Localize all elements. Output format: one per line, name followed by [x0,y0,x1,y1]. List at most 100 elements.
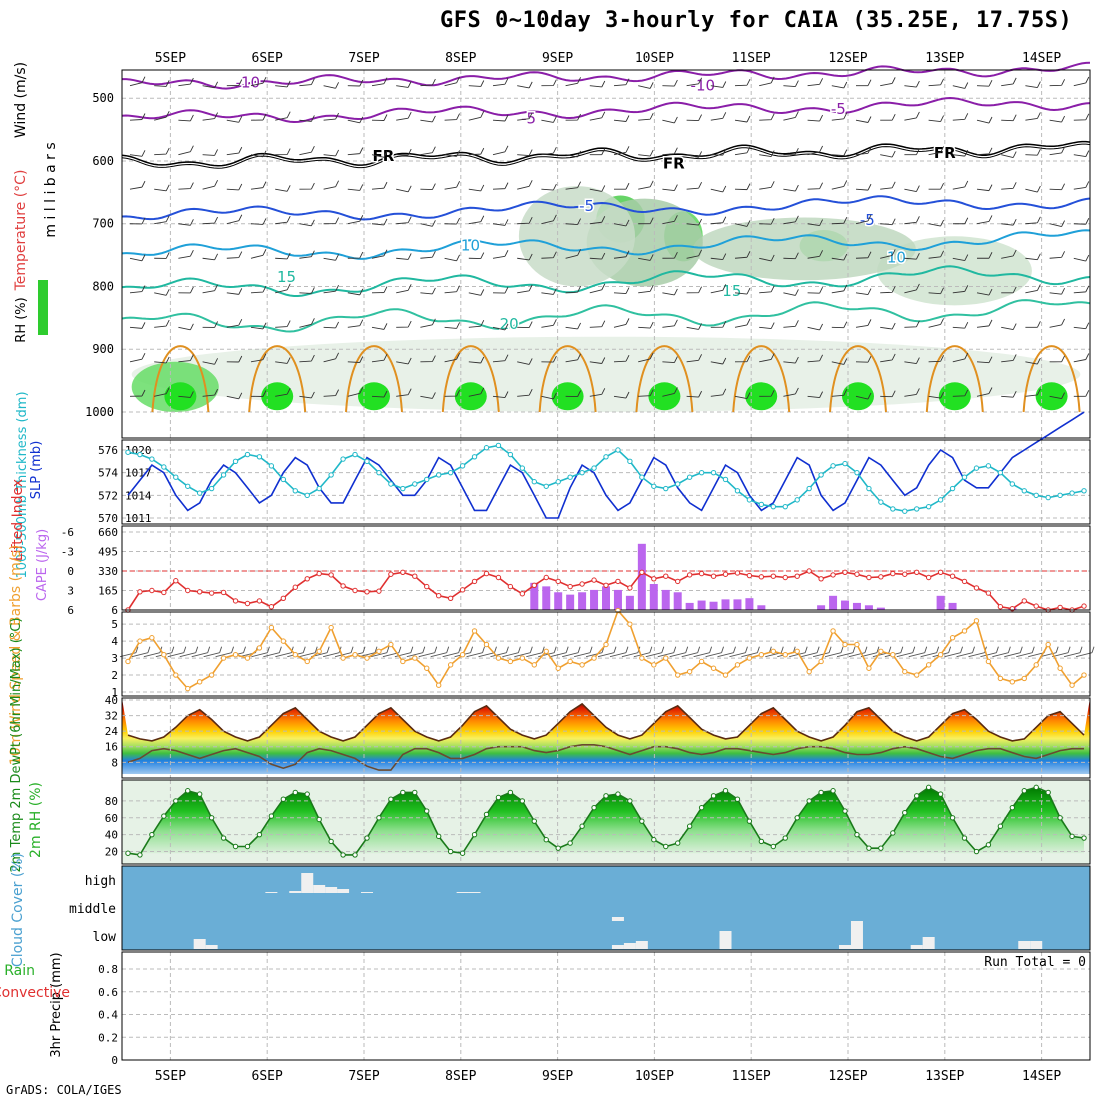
wind-barb [880,181,896,190]
rh-line-point [256,831,263,838]
cape-bar [864,605,873,610]
thickness-line-point [232,458,239,465]
legend-rh: RH (%) [14,297,29,342]
rh-line-point [914,793,920,799]
thickness-line-point [543,483,549,489]
rh-line-point [866,845,872,851]
wind-speed-line-point [364,655,370,661]
wind-barb [299,318,315,328]
rh-frame [121,779,1091,865]
wind-speed-line-point [902,668,908,675]
lifted-index-line-point [698,570,705,577]
wind-barb [371,249,388,259]
y-axis-label: SLP (mb) [29,441,44,500]
wind-barb [759,76,775,87]
wind-barb [517,112,533,121]
wind-barb [565,181,582,190]
lifted-index-line-point [1057,604,1063,611]
lifted-index-line-point [232,598,239,604]
thickness-line-point [806,485,812,492]
rh-line-point [232,843,239,850]
wind-barb [565,218,582,225]
contour-label: -10 [236,74,261,92]
wind-speed-line-point [722,672,729,678]
rh-line-point [722,788,729,794]
wind-barb [1001,286,1017,294]
thickness-line-point [208,485,215,492]
thickness-line-point [651,483,657,489]
wind-barb [541,355,557,363]
cape-bar [578,592,587,610]
y-axis-label: m i l l i b a r s [43,142,59,237]
wind-speed-line-point [949,635,956,641]
cape-bar [757,605,766,610]
wind-barb [347,387,364,397]
y-tick-label: 6 [67,604,74,617]
wind-barb [613,318,630,328]
wind-barb [729,646,748,658]
lifted-index-line-point [866,574,872,581]
lifted-index-line-point [902,571,908,577]
wind-barb [1001,323,1017,331]
wind-barb [1049,251,1066,259]
wind-barb [908,646,928,658]
x-tick-label: 7SEP [348,51,379,66]
wind-barb [759,254,775,262]
rh-line-point [388,796,394,802]
y-axis-label: 3hr Precip (mm) [49,952,64,1057]
wind-barb [952,285,969,294]
wind-barb [129,322,146,329]
cape-bar [948,602,957,610]
wind-barb [517,149,533,156]
wind-barb [855,147,872,156]
isotherm-line [121,299,1091,333]
wind-barb [1063,646,1083,658]
wind-barb [1025,357,1041,365]
wind-barb [191,646,211,658]
thickness-line-point [161,464,167,470]
wind-barb [323,352,340,363]
thickness-line-point [985,463,992,469]
wind-barb [226,116,243,123]
lifted-index-line-point [495,574,502,581]
wind-barb [396,357,412,365]
wind-barb [226,214,243,225]
wind-speed-line-point [973,618,980,624]
rh-line-point [543,837,549,843]
wind-barb [920,646,940,658]
wind-barb [904,388,920,397]
wind-barb [952,389,969,397]
wind-barb [541,288,557,295]
wind-speed-line-point [376,648,382,655]
wind-barb [226,183,243,191]
rh-line-point [686,823,693,829]
wind-barb [538,646,557,658]
y-tick-label: 576 [98,444,118,457]
cape-bar [852,602,861,610]
wind-speed-line-point [400,658,406,665]
wind-barb [1073,254,1090,262]
wind-barb [541,319,557,328]
cape-bar [721,599,730,610]
wind-barb [1001,182,1017,190]
wind-barb [734,287,751,295]
lifted-index-line-point [627,585,633,591]
wind-barb [783,184,799,192]
temp-frame [121,697,1091,779]
rh-line-point [902,810,908,816]
wind-speed-line-point [352,651,358,658]
isotherm-line [538,345,597,413]
rh-line-point [196,791,203,797]
wind-speed-line-point [447,662,454,668]
wind-barb [406,646,426,658]
rh-line-point [340,852,346,858]
wind-barb [783,289,799,296]
x-tick-label: 11SEP [732,51,771,66]
rh-line-point [292,789,298,796]
wind-barb [759,353,775,363]
wind-barb [980,646,999,658]
wind-barb [178,249,194,259]
thickness-line-point [483,445,490,451]
wind-speed-line-point [675,672,681,678]
lifted-index-line-point [196,589,203,595]
